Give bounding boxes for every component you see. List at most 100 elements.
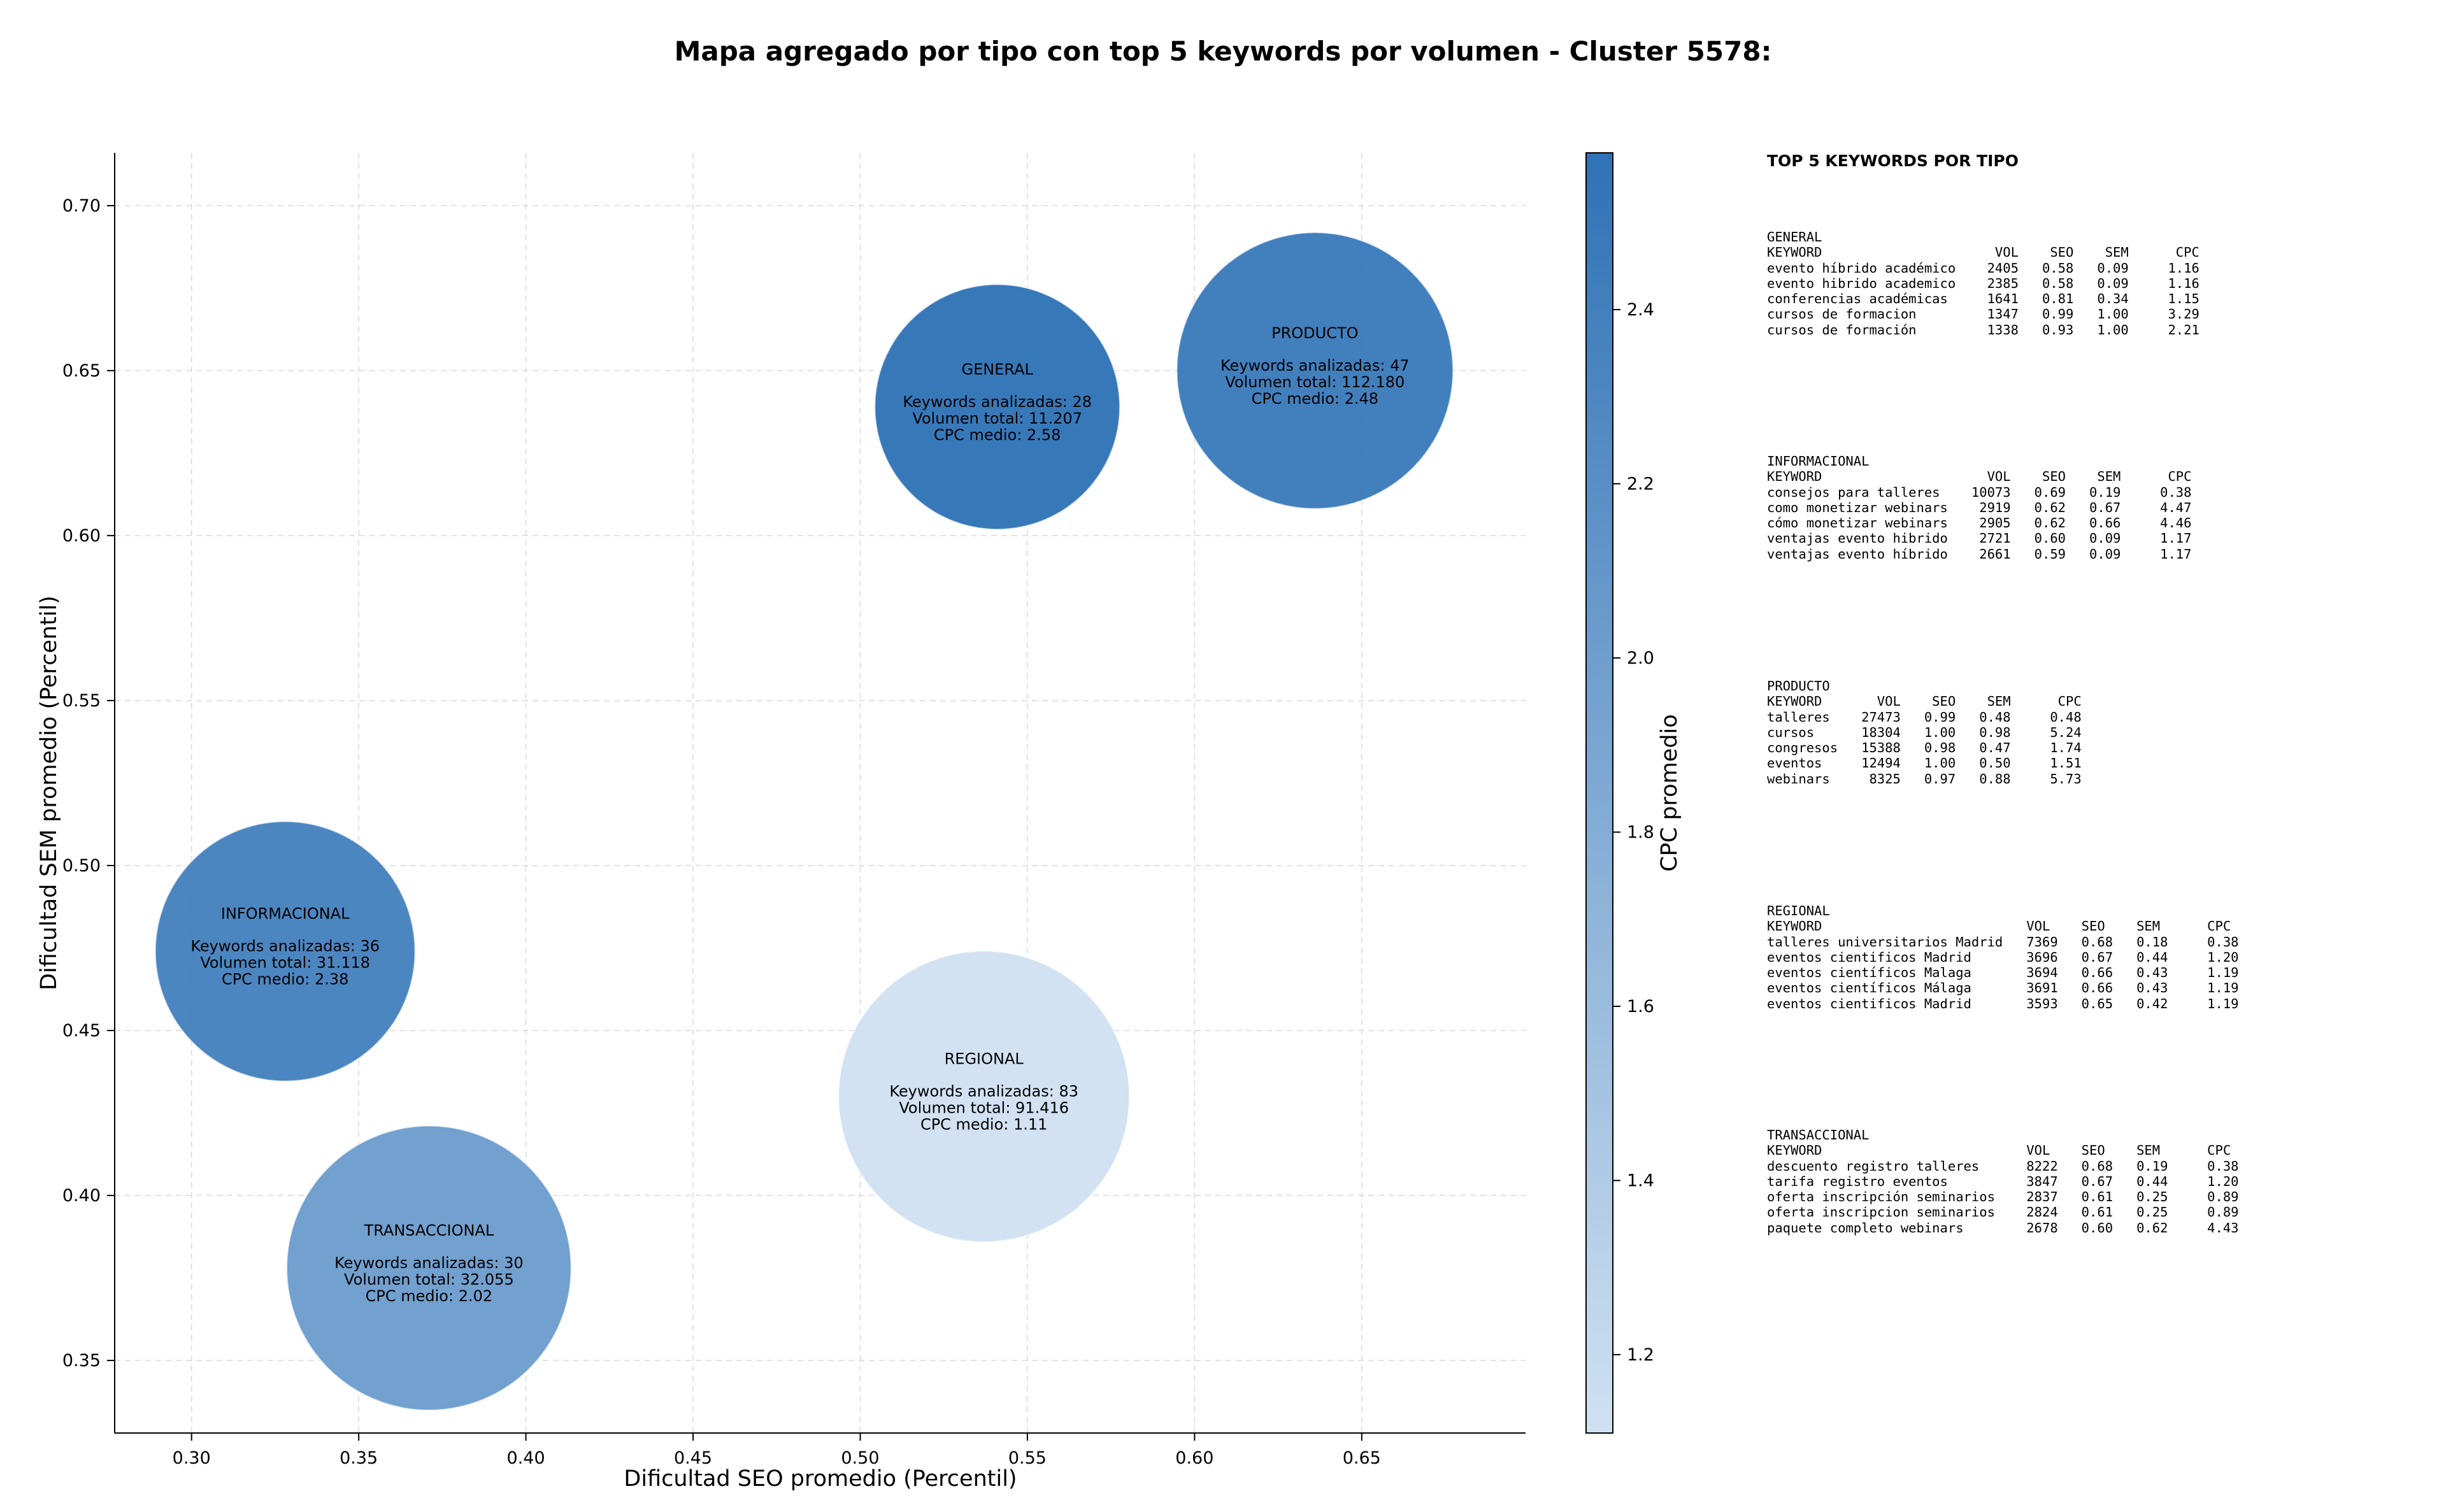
keyword-table-row: cursos de formacion 1347 0.99 1.00 3.29: [1767, 306, 2199, 322]
keyword-table-row: talleres 27473 0.99 0.48 0.48: [1767, 709, 2082, 725]
keyword-block-informacional: INFORMACIONAL KEYWORD VOL SEO SEM CPC cons…: [1767, 453, 2191, 562]
panel-heading: TOP 5 KEYWORDS POR TIPO: [1767, 152, 2019, 170]
keyword-table-row: oferta inscripción seminarios 2837 0.61 …: [1767, 1189, 2239, 1205]
bubble-detail: Volumen total: 91.416: [899, 1099, 1069, 1117]
y-tick-label: 0.55: [62, 691, 101, 711]
colorbar: [1585, 152, 1613, 1434]
colorbar-tick-label: 1.8: [1627, 823, 1654, 843]
keyword-table-row: consejos para talleres 10073 0.69 0.19 0…: [1767, 484, 2192, 500]
y-tick-label: 0.45: [62, 1021, 101, 1041]
keyword-block-title: PRODUCTO: [1767, 678, 1830, 694]
keyword-table-row: eventos cientificos Madrid 3696 0.67 0.4…: [1767, 949, 2239, 965]
bubble-detail: Volumen total: 11.207: [912, 410, 1082, 427]
bubble-name: REGIONAL: [945, 1050, 1024, 1068]
keyword-table-row: eventos 12494 1.00 0.50 1.51: [1767, 755, 2082, 771]
keyword-table-header: KEYWORD VOL SEO SEM CPC: [1767, 245, 2199, 260]
x-tick-label: 0.60: [1175, 1448, 1213, 1468]
bubble-detail: Volumen total: 32.055: [344, 1271, 514, 1288]
x-axis-ticks: 0.30 0.35 0.40 0.45 0.50 0.55 0.60 0.65: [173, 1433, 1381, 1468]
keyword-table-row: cómo monetizar webinars 2905 0.62 0.66 4…: [1767, 515, 2192, 531]
colorbar-tick-label: 2.2: [1627, 474, 1654, 494]
keyword-block-title: REGIONAL: [1767, 903, 1830, 918]
bubble-detail: Keywords analizadas: 36: [190, 938, 380, 955]
bubble-circle: [838, 950, 1131, 1243]
keyword-table-row: eventos cientificos Madrid 3593 0.65 0.4…: [1767, 995, 2239, 1011]
keyword-table-row: ventajas evento hibrido 2721 0.60 0.09 1…: [1767, 531, 2192, 546]
colorbar-tick-label: 1.4: [1627, 1171, 1654, 1190]
y-tick-label: 0.70: [62, 196, 101, 216]
keyword-block-title: TRANSACCIONAL: [1767, 1127, 1870, 1143]
y-axis-label: Dificultad SEM promedio (Percentil): [36, 596, 62, 990]
bubble-detail: Keywords analizadas: 30: [334, 1254, 524, 1272]
x-axis-label: Dificultad SEO promedio (Percentil): [624, 1466, 1017, 1492]
bubble-detail: Volumen total: 112.180: [1225, 373, 1405, 391]
bubble-detail: CPC medio: 2.58: [934, 426, 1061, 444]
keyword-table-row: congresos 15388 0.98 0.47 1.74: [1767, 740, 2082, 756]
keyword-table-row: tarifa registro eventos 3847 0.67 0.44 1…: [1767, 1173, 2239, 1189]
keyword-table-row: conferencias académicas 1641 0.81 0.34 1…: [1767, 291, 2199, 307]
y-tick-label: 0.35: [62, 1351, 101, 1371]
x-tick-label: 0.40: [507, 1448, 545, 1468]
top-keywords-panel: TOP 5 KEYWORDS POR TIPO GENERAL KEYWORD V…: [1767, 0, 2429, 1512]
colorbar-tick-label: 2.0: [1627, 648, 1654, 668]
keyword-block-general: GENERAL KEYWORD VOL SEO SEM CPC evento híb…: [1767, 229, 2199, 338]
bubble-name: INFORMACIONAL: [221, 905, 350, 923]
keyword-table-row: webinars 8325 0.97 0.88 5.73: [1767, 771, 2082, 787]
keyword-block-title: GENERAL: [1767, 229, 1822, 245]
keyword-block-producto: PRODUCTO KEYWORD VOL SEO SEM CPC talleres …: [1767, 678, 2082, 787]
x-tick-label: 0.65: [1343, 1448, 1381, 1468]
bubble-detail: Keywords analizadas: 28: [903, 393, 1092, 411]
keyword-table-row: ventajas evento híbrido 2661 0.59 0.09 1…: [1767, 546, 2192, 562]
keyword-table-row: cursos 18304 1.00 0.98 5.24: [1767, 724, 2082, 740]
keyword-block-regional: REGIONAL KEYWORD VOL SEO SEM CPC talleres …: [1767, 903, 2239, 1011]
colorbar-tick-label: 2.4: [1627, 300, 1654, 320]
keyword-block-transaccional: TRANSACCIONAL KEYWORD VOL SEO SEM CPC desc…: [1767, 1127, 2239, 1236]
x-tick-label: 0.55: [1008, 1448, 1047, 1468]
keyword-table-row: eventos científicos Malaga 3694 0.66 0.4…: [1767, 965, 2239, 981]
keyword-block-title: INFORMACIONAL: [1767, 453, 1870, 469]
bubble-detail: CPC medio: 2.38: [222, 971, 349, 988]
bubble-informacional: INFORMACIONAL Keywords analizadas: 36Volu…: [154, 820, 416, 1082]
bubble-name: PRODUCTO: [1271, 324, 1358, 342]
bubble-circle: [874, 283, 1120, 531]
bubble-detail: Volumen total: 31.118: [200, 954, 370, 972]
bubble-transaccional: TRANSACCIONAL Keywords analizadas: 30Volu…: [286, 1125, 572, 1411]
keyword-table-row: talleres universitarios Madrid 7369 0.68…: [1767, 934, 2239, 950]
bubble-name: TRANSACCIONAL: [364, 1222, 494, 1239]
bubble-detail: CPC medio: 1.11: [920, 1116, 1048, 1134]
y-tick-label: 0.50: [62, 856, 101, 876]
keyword-table-header: KEYWORD VOL SEO SEM CPC: [1767, 469, 2192, 485]
keyword-table-row: evento híbrido académico 2405 0.58 0.09 …: [1767, 260, 2199, 276]
keyword-table-header: KEYWORD VOL SEO SEM CPC: [1767, 918, 2231, 934]
bubble-detail: CPC medio: 2.48: [1252, 390, 1379, 408]
bubble-circle: [154, 820, 416, 1082]
x-tick-label: 0.50: [841, 1448, 879, 1468]
keyword-table-row: como monetizar webinars 2919 0.62 0.67 4…: [1767, 499, 2192, 515]
x-tick-label: 0.45: [674, 1448, 712, 1468]
keyword-table-row: cursos de formación 1338 0.93 1.00 2.21: [1767, 322, 2199, 338]
keyword-table-row: paquete completo webinars 2678 0.60 0.62…: [1767, 1220, 2239, 1236]
bubble-detail: CPC medio: 2.02: [366, 1287, 493, 1305]
keyword-table-header: KEYWORD VOL SEO SEM CPC: [1767, 694, 2082, 710]
keyword-table-row: evento hibrido academico 2385 0.58 0.09 …: [1767, 275, 2199, 291]
keyword-table-header: KEYWORD VOL SEO SEM CPC: [1767, 1143, 2231, 1159]
bubble-circle: [1176, 232, 1454, 510]
bubble-circle: [286, 1125, 572, 1411]
colorbar-tick-label: 1.6: [1627, 997, 1654, 1016]
keyword-table-row: descuento registro talleres 8222 0.68 0.…: [1767, 1158, 2239, 1174]
keyword-table-row: oferta inscripcion seminarios 2824 0.61 …: [1767, 1204, 2239, 1220]
x-tick-label: 0.30: [173, 1448, 211, 1468]
x-tick-label: 0.35: [340, 1448, 378, 1468]
bubble-detail: Keywords analizadas: 47: [1220, 357, 1410, 374]
y-tick-label: 0.65: [62, 361, 101, 381]
bubble-detail: Keywords analizadas: 83: [889, 1083, 1078, 1101]
keyword-table-row: eventos científicos Málaga 3691 0.66 0.4…: [1767, 980, 2239, 996]
y-tick-label: 0.40: [62, 1186, 101, 1206]
y-axis-ticks: 0.35 0.40 0.45 0.50 0.55 0.60 0.65 0.70: [62, 196, 115, 1371]
colorbar-tick-label: 1.2: [1627, 1345, 1654, 1365]
